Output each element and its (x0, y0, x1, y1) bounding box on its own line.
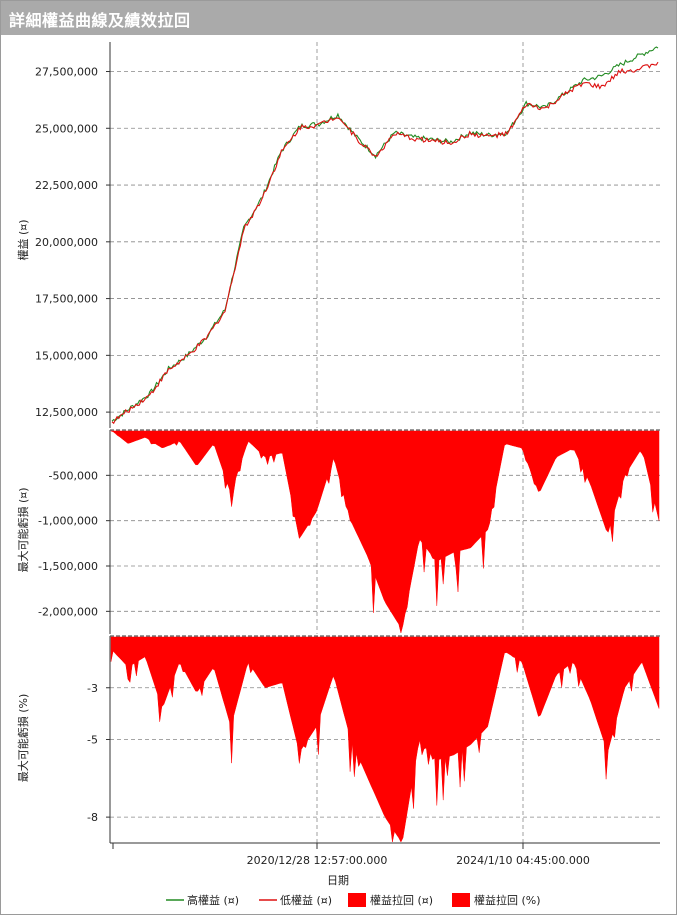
date-axis: 2020/12/28 12:57:00.000 2024/1/10 04:45:… (110, 842, 660, 887)
drawdown-area (110, 430, 660, 634)
x-tick-label: 2024/1/10 04:45:00.000 (456, 854, 590, 867)
y-tick-label: -8 (87, 811, 98, 824)
y-axis-title: 最大可能虧損 (¤) (16, 487, 30, 572)
legend-item-high-equity[interactable]: 高權益 (¤) (166, 893, 239, 907)
y-axis-title: 權益 (¤) (16, 219, 30, 260)
x-axis-title: 日期 (327, 874, 349, 887)
legend-item-drawdown-amount[interactable]: 權益拉回 (¤) (348, 893, 433, 907)
legend-swatch-drawdown-amount (348, 893, 366, 907)
legend-item-drawdown-percent[interactable]: 權益拉回 (%) (452, 893, 541, 907)
drawdown-percent-panel: -3 -5 -8 最大可能虧損 (%) (16, 635, 660, 843)
equity-panel: 27,500,000 25,000,000 22,500,000 20,000,000… (16, 42, 660, 428)
legend-swatch-drawdown-percent (452, 893, 470, 907)
y-tick-label: 12,500,000 (35, 406, 98, 419)
legend-item-low-equity[interactable]: 低權益 (¤) (259, 893, 332, 907)
window-title: 詳細權益曲線及績效拉回 (9, 11, 191, 30)
x-tick-label: 2020/12/28 12:57:00.000 (247, 854, 388, 867)
y-tick-label: -3 (87, 682, 98, 695)
legend: 高權益 (¤) 低權益 (¤) 權益拉回 (¤) 權益拉回 (%) (166, 893, 541, 907)
y-tick-label: -1,500,000 (38, 560, 98, 573)
y-tick-label: 25,000,000 (35, 122, 98, 135)
y-tick-label: -1,000,000 (38, 515, 98, 528)
drawdown-area (110, 636, 660, 843)
y-tick-label: 22,500,000 (35, 179, 98, 192)
drawdown-amount-panel: -500,000 -1,000,000 -1,500,000 -2,000,000 最大… (16, 429, 660, 634)
y-tick-label: -2,000,000 (38, 605, 98, 618)
y-tick-label: -500,000 (49, 469, 98, 482)
y-tick-label: 20,000,000 (35, 236, 98, 249)
y-tick-label: -5 (87, 734, 98, 747)
legend-label: 權益拉回 (¤) (370, 893, 433, 907)
legend-label: 權益拉回 (%) (474, 893, 541, 907)
legend-label: 低權益 (¤) (280, 893, 332, 907)
series-line-low-equity (111, 61, 659, 425)
y-tick-label: 17,500,000 (35, 293, 98, 306)
y-tick-label: 27,500,000 (35, 66, 98, 79)
y-axis-title: 最大可能虧損 (%) (16, 694, 30, 783)
plot-area (110, 42, 660, 428)
legend-label: 高權益 (¤) (187, 893, 239, 907)
y-tick-label: 15,000,000 (35, 349, 98, 362)
window-titlebar: 詳細權益曲線及績效拉回 (1, 1, 676, 35)
